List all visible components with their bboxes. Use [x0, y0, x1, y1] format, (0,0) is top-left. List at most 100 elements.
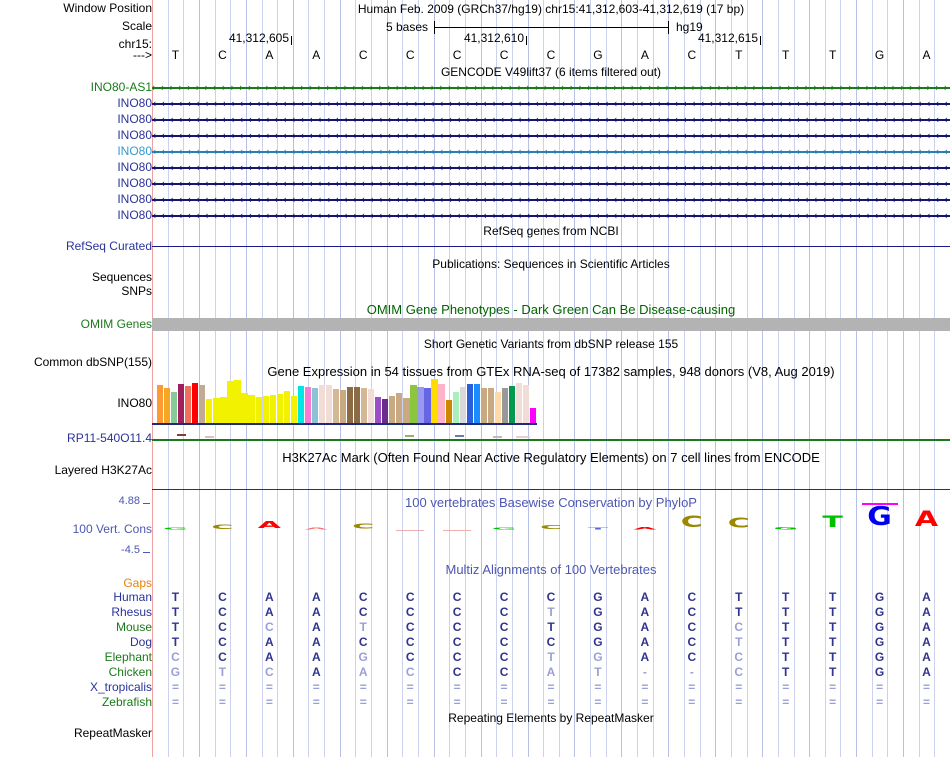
gencode-gene-label[interactable]: INO80: [117, 160, 152, 174]
gtex-tissue-bar[interactable]: [368, 389, 375, 423]
gencode-gene-line[interactable]: ‹‹‹‹‹‹‹‹‹‹‹‹‹‹‹‹‹‹‹‹‹‹‹‹‹‹‹‹‹‹‹‹‹‹‹‹‹‹‹‹…: [152, 177, 950, 190]
h3k27ac-signal-line[interactable]: [152, 489, 950, 490]
gtex-tissue-bar[interactable]: [354, 387, 361, 423]
gtex-tissue-bar[interactable]: [480, 388, 487, 423]
gtex-tissue-bar[interactable]: [290, 396, 297, 423]
species-label-x_tropicalis[interactable]: X_tropicalis: [89, 680, 152, 694]
gtex-tissue-bar[interactable]: [424, 388, 431, 423]
gtex-tissue-bar[interactable]: [269, 395, 276, 423]
gtex-tissue-bar[interactable]: [431, 379, 438, 423]
gencode-gene-label[interactable]: INO80: [117, 112, 152, 126]
gencode-gene-line[interactable]: ‹‹‹‹‹‹‹‹‹‹‹‹‹‹‹‹‹‹‹‹‹‹‹‹‹‹‹‹‹‹‹‹‹‹‹‹‹‹‹‹…: [152, 145, 950, 158]
gtex-tissue-bar[interactable]: [199, 385, 206, 423]
species-label-chicken[interactable]: Chicken: [108, 665, 152, 679]
gencode-gene-line[interactable]: ‹‹‹‹‹‹‹‹‹‹‹‹‹‹‹‹‹‹‹‹‹‹‹‹‹‹‹‹‹‹‹‹‹‹‹‹‹‹‹‹…: [152, 161, 950, 174]
gtex-expression-barchart[interactable]: [157, 379, 537, 423]
gtex-gene-label[interactable]: INO80: [117, 396, 152, 410]
alignment-base: G: [358, 650, 368, 664]
common-dbsnp-label[interactable]: Common dbSNP(155): [33, 355, 152, 369]
gencode-gene-line[interactable]: ‹‹‹‹‹‹‹‹‹‹‹‹‹‹‹‹‹‹‹‹‹‹‹‹‹‹‹‹‹‹‹‹‹‹‹‹‹‹‹‹…: [152, 113, 950, 126]
gencode-gene-label[interactable]: INO80: [117, 128, 152, 142]
gtex-tissue-bar[interactable]: [311, 388, 319, 423]
gencode-gene-label[interactable]: INO80-AS1: [90, 80, 152, 94]
gtex-tissue-bar[interactable]: [332, 389, 340, 423]
gtex-tissue-bar[interactable]: [178, 384, 185, 423]
gtex-tissue-bar[interactable]: [445, 400, 452, 423]
omim-genes-label[interactable]: OMIM Genes: [80, 317, 152, 331]
layered-h3k27ac-label[interactable]: Layered H3K27Ac: [54, 463, 152, 477]
gtex-tissue-bar[interactable]: [248, 395, 255, 423]
gtex-tissue-bar[interactable]: [382, 399, 389, 423]
gencode-gene-label[interactable]: INO80: [117, 192, 152, 206]
species-label-zebrafish[interactable]: Zebrafish: [101, 695, 152, 709]
ruler-coordinate-label: 41,312,610: [463, 31, 524, 45]
gencode-gene-label[interactable]: INO80: [117, 176, 152, 190]
conservation-label[interactable]: 100 Vert. Cons: [72, 522, 152, 536]
gtex-tissue-bar[interactable]: [227, 381, 234, 423]
gtex-tissue-bar[interactable]: [185, 386, 192, 423]
gencode-gene-label[interactable]: INO80: [117, 144, 152, 158]
species-label-rhesus[interactable]: Rhesus: [111, 605, 152, 619]
gtex-tissue-bar[interactable]: [234, 380, 241, 423]
gtex-tissue-bar[interactable]: [241, 393, 248, 423]
gtex-tissue-bar[interactable]: [255, 397, 262, 423]
gencode-gene-line[interactable]: ‹‹‹‹‹‹‹‹‹‹‹‹‹‹‹‹‹‹‹‹‹‹‹‹‹‹‹‹‹‹‹‹‹‹‹‹‹‹‹‹…: [152, 193, 950, 206]
lncrna-feature-line[interactable]: [152, 439, 950, 441]
gtex-tissue-bar[interactable]: [276, 394, 283, 423]
gencode-gene-line[interactable]: ‹‹‹‹‹‹‹‹‹‹‹‹‹‹‹‹‹‹‹‹‹‹‹‹‹‹‹‹‹‹‹‹‹‹‹‹‹‹‹‹…: [152, 129, 950, 142]
gtex-tissue-bar[interactable]: [297, 386, 304, 423]
species-label-dog[interactable]: Dog: [129, 635, 152, 649]
gaps-label[interactable]: Gaps: [123, 576, 152, 590]
refseq-curated-label[interactable]: RefSeq Curated: [65, 239, 152, 253]
gencode-gene-line[interactable]: ‹‹‹‹‹‹‹‹‹‹‹‹‹‹‹‹‹‹‹‹‹‹‹‹‹‹‹‹‹‹‹‹‹‹‹‹‹‹‹‹…: [152, 97, 950, 110]
species-label-human[interactable]: Human: [113, 590, 152, 604]
gtex-tissue-bar[interactable]: [220, 397, 227, 423]
gtex-tissue-bar[interactable]: [501, 388, 509, 423]
gtex-tissue-bar[interactable]: [403, 398, 410, 423]
gtex-tissue-bar[interactable]: [325, 385, 333, 423]
gtex-tissue-bar[interactable]: [347, 387, 354, 423]
gtex-tissue-bar[interactable]: [417, 387, 424, 423]
gtex-tissue-bar[interactable]: [213, 398, 220, 423]
gtex-tissue-bar[interactable]: [318, 385, 326, 423]
gtex-tissue-bar[interactable]: [304, 387, 311, 423]
gencode-gene-line[interactable]: ››››››››››››››››››››››››››››››››››››››››…: [152, 81, 950, 94]
gtex-tissue-bar[interactable]: [157, 385, 164, 423]
species-label-mouse[interactable]: Mouse: [115, 620, 152, 634]
gtex-tissue-bar[interactable]: [466, 384, 473, 423]
gtex-tissue-bar[interactable]: [515, 383, 523, 423]
gtex-tissue-bar[interactable]: [164, 388, 171, 423]
alignment-base: A: [311, 650, 321, 664]
gencode-gene-label[interactable]: INO80: [117, 208, 152, 222]
publications-sequences-label[interactable]: Sequences: [91, 270, 152, 284]
species-label-elephant[interactable]: Elephant: [104, 650, 152, 664]
gtex-tissue-bar[interactable]: [529, 408, 537, 423]
omim-feature-band[interactable]: [152, 318, 950, 331]
gtex-tissue-bar[interactable]: [452, 392, 459, 423]
gtex-tissue-bar[interactable]: [473, 384, 480, 423]
gtex-tissue-bar[interactable]: [459, 387, 466, 423]
gtex-tissue-bar[interactable]: [438, 384, 445, 423]
gtex-tissue-bar[interactable]: [283, 391, 290, 423]
gtex-tissue-bar[interactable]: [339, 390, 347, 423]
lncrna-label[interactable]: RP11-540O11.4: [67, 431, 152, 445]
gtex-tissue-bar[interactable]: [508, 386, 516, 423]
gtex-tissue-bar[interactable]: [389, 396, 396, 423]
repeatmasker-label[interactable]: RepeatMasker: [73, 726, 152, 740]
gtex-tissue-bar[interactable]: [206, 399, 213, 423]
gtex-tissue-bar[interactable]: [410, 385, 417, 423]
gtex-tissue-bar[interactable]: [361, 388, 368, 423]
gencode-gene-line[interactable]: ‹‹‹‹‹‹‹‹‹‹‹‹‹‹‹‹‹‹‹‹‹‹‹‹‹‹‹‹‹‹‹‹‹‹‹‹‹‹‹‹…: [152, 209, 950, 222]
gtex-tissue-bar[interactable]: [396, 393, 403, 423]
gtex-tissue-bar[interactable]: [375, 397, 382, 423]
gencode-gene-label[interactable]: INO80: [117, 96, 152, 110]
gtex-tissue-bar[interactable]: [171, 392, 178, 423]
gtex-tissue-bar[interactable]: [192, 383, 199, 423]
gtex-tissue-bar[interactable]: [262, 396, 269, 423]
publications-snps-label[interactable]: SNPs: [121, 284, 152, 298]
refseq-feature-line[interactable]: [152, 246, 950, 247]
gtex-tissue-bar[interactable]: [494, 392, 501, 423]
gtex-tissue-bar[interactable]: [487, 388, 494, 423]
gtex-tissue-bar[interactable]: [522, 385, 530, 423]
